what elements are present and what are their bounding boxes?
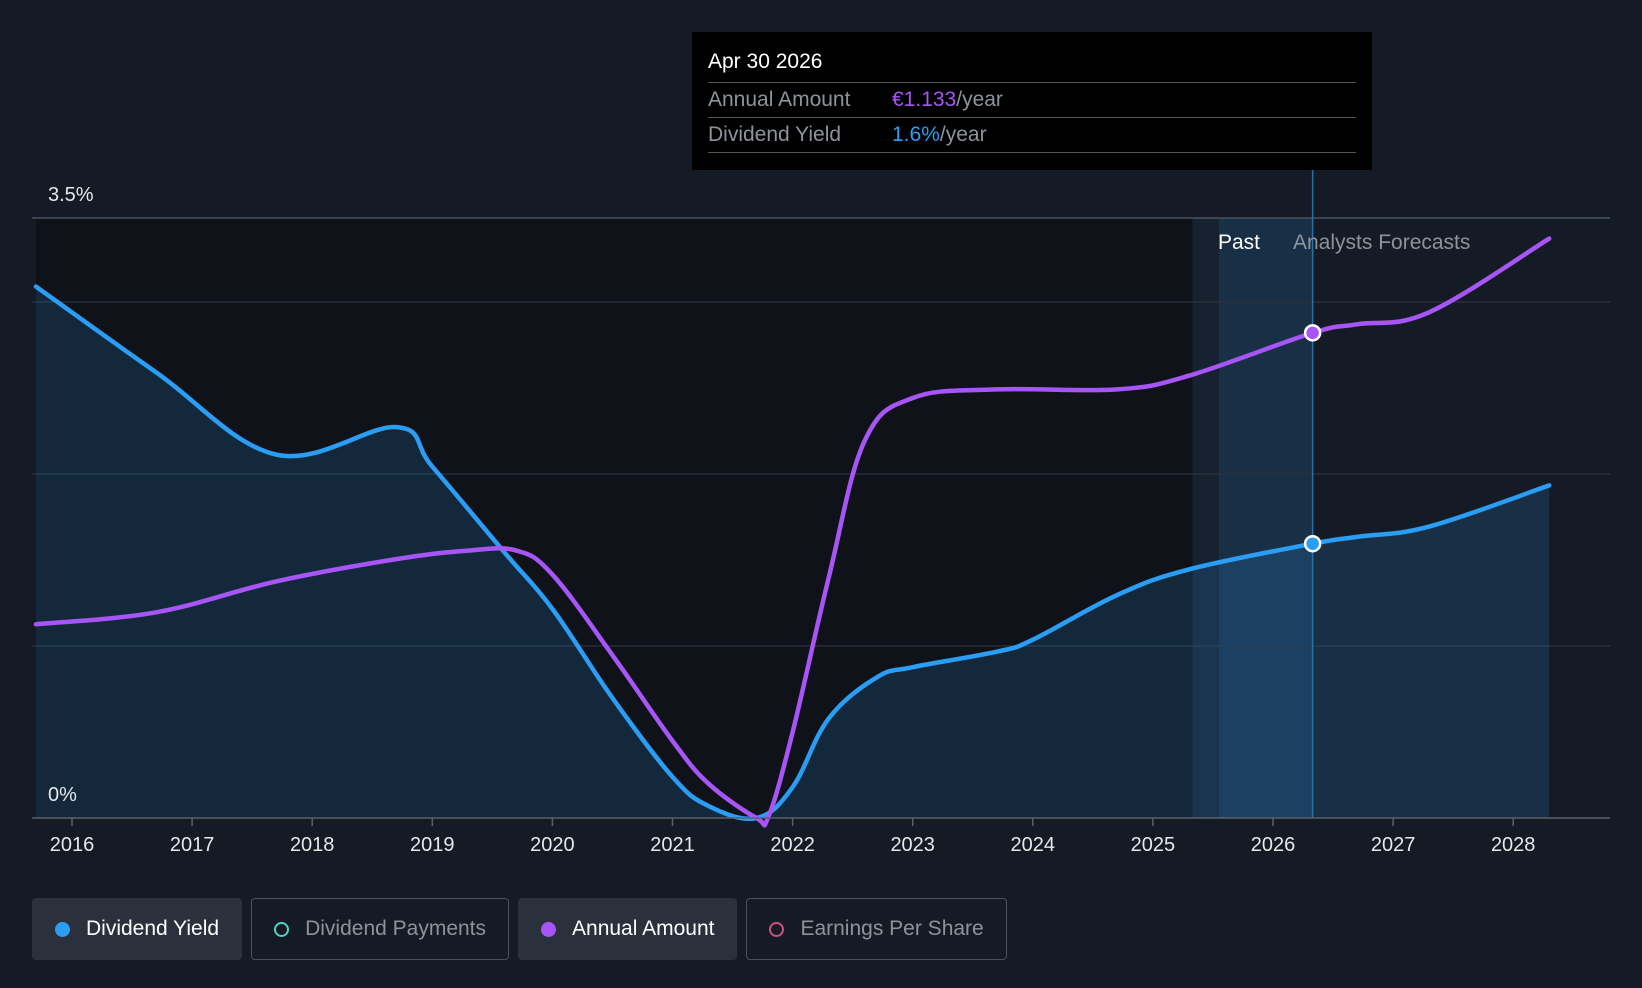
x-tick-label: 2024	[1011, 834, 1056, 856]
tooltip-value: €1.133	[892, 88, 957, 111]
legend-earnings-per-share-button[interactable]: Earnings Per Share	[746, 898, 1007, 960]
x-tick-label: 2019	[410, 834, 455, 856]
x-tick-label: 2017	[170, 834, 215, 856]
x-tick-label: 2028	[1491, 834, 1536, 856]
legend-label: Annual Amount	[572, 917, 715, 940]
legend-dot-icon	[55, 921, 70, 937]
tooltip-label: Annual Amount	[708, 88, 851, 111]
chart-background	[35, 218, 1313, 818]
legend-ring-icon	[274, 921, 290, 937]
forecast-label: Analysts Forecasts	[1293, 231, 1470, 254]
x-tick-label: 2023	[890, 834, 935, 856]
chart-legend: Dividend Yield Dividend Payments Annual …	[32, 898, 1007, 960]
chart-canvas: 2016 2017 2018 2019 2020 2021 2022 2023 2024 2025…	[32, 170, 1610, 856]
legend-dividend-payments-button[interactable]: Dividend Payments	[251, 898, 510, 960]
dividend-yield-line	[33, 284, 1552, 822]
x-tick-label: 2020	[530, 834, 575, 856]
tooltip-date: Apr 30 2026	[708, 46, 1356, 83]
legend-annual-amount-button[interactable]: Annual Amount	[518, 898, 738, 960]
annual-amount-marker	[1303, 324, 1322, 342]
tooltip-label: Dividend Yield	[708, 123, 842, 146]
chart-markers	[1303, 324, 1322, 553]
chart-axes: 2016 2017 2018 2019 2020 2021 2022 2023 2024 2025…	[32, 170, 1610, 856]
x-tick-label: 2027	[1371, 834, 1416, 856]
y-tick-label-zero: 0%	[48, 784, 77, 806]
legend-label: Dividend Yield	[86, 917, 220, 940]
legend-dividend-yield-button[interactable]: Dividend Yield	[32, 898, 243, 960]
dividend-yield-area	[35, 286, 1550, 819]
chart-tooltip: Apr 30 2026 Annual Amount €1.133 /year D…	[692, 32, 1372, 170]
chart-areas	[35, 286, 1550, 819]
past-label: Past	[1218, 231, 1260, 254]
legend-ring-icon	[769, 921, 785, 937]
annual-amount-line	[33, 236, 1552, 828]
past-region	[35, 218, 1313, 818]
x-tick-label: 2026	[1251, 834, 1296, 856]
chart-gridlines	[32, 217, 1610, 647]
tooltip-unit: /year	[956, 88, 1003, 111]
tooltip-row-annual-amount: Annual Amount €1.133 /year	[708, 83, 1356, 118]
legend-label: Earnings Per Share	[800, 917, 984, 940]
legend-dot-icon	[541, 921, 557, 937]
y-tick-label-top: 3.5%	[48, 184, 94, 206]
forecast-band-edge	[1192, 218, 1219, 818]
tooltip-unit: /year	[939, 123, 987, 146]
dividend-yield-marker	[1303, 534, 1322, 553]
forecast-band	[1218, 218, 1313, 818]
x-tick-label: 2018	[290, 834, 335, 856]
legend-label: Dividend Payments	[305, 917, 487, 940]
x-tick-label: 2022	[770, 834, 815, 856]
chart-lines	[33, 236, 1552, 828]
x-tick-label: 2016	[50, 834, 95, 856]
x-tick-label: 2025	[1131, 834, 1176, 856]
x-tick-label: 2021	[650, 834, 695, 856]
tooltip-value: 1.6%	[892, 123, 940, 146]
tooltip-row-dividend-yield: Dividend Yield 1.6% /year	[708, 118, 1356, 153]
